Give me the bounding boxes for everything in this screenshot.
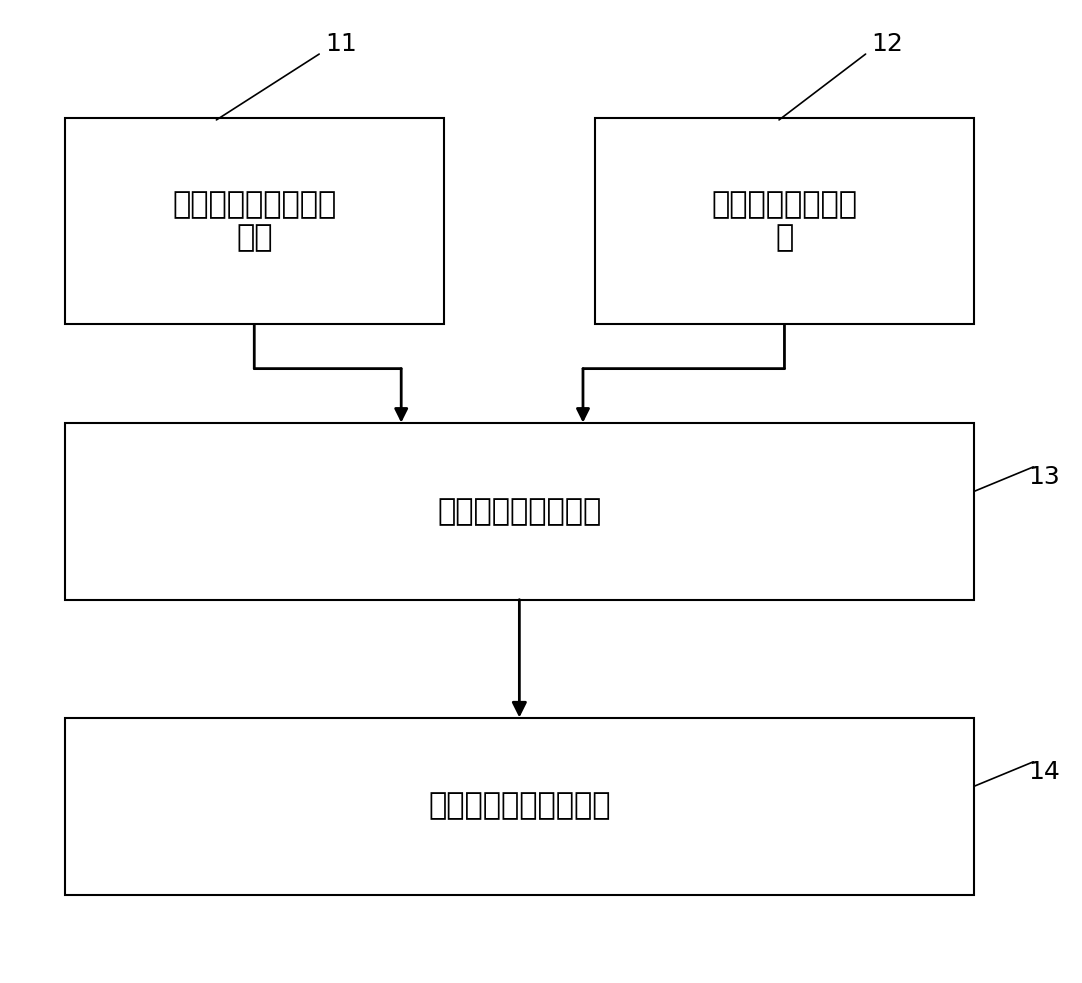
FancyBboxPatch shape (65, 423, 974, 600)
FancyBboxPatch shape (65, 118, 444, 324)
Text: 11: 11 (325, 32, 357, 56)
FancyBboxPatch shape (65, 718, 974, 895)
Text: 14: 14 (1028, 760, 1060, 783)
Text: 指尖测试血糖值获取
模块: 指尖测试血糖值获取 模块 (172, 190, 337, 253)
Text: 即时血糖浓度计算模块: 即时血糖浓度计算模块 (428, 791, 610, 821)
FancyBboxPatch shape (595, 118, 974, 324)
Text: 13: 13 (1028, 465, 1060, 489)
Text: 12: 12 (871, 32, 903, 56)
Text: 血糖修正值计算模块: 血糖修正值计算模块 (437, 496, 602, 526)
Text: 血糖变化值获取模
块: 血糖变化值获取模 块 (712, 190, 857, 253)
